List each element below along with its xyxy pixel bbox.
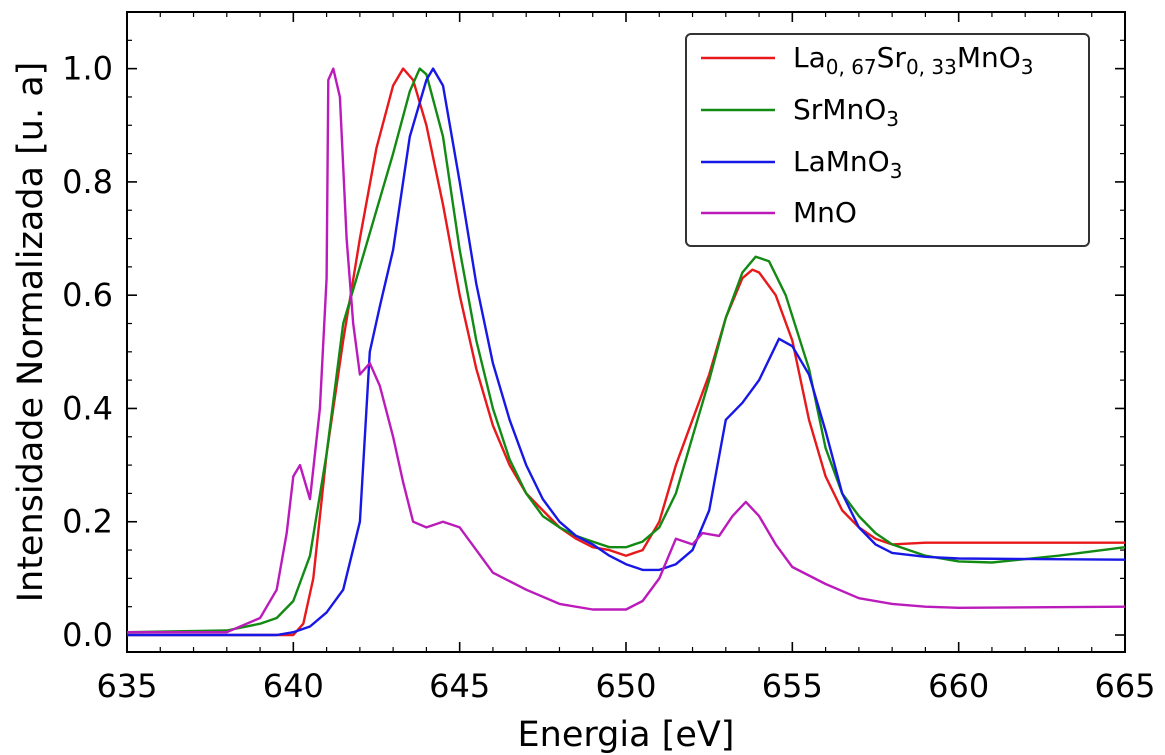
legend-subscript: 3: [886, 107, 899, 131]
y-axis-title: Intensidade Normalizada [u. a]: [11, 62, 51, 603]
y-tick-label: 1.0: [62, 50, 113, 88]
legend-subscript: 3: [890, 159, 903, 183]
legend-label-lsmo: La0, 67Sr0, 33MnO3: [793, 41, 1034, 79]
x-tick-label: 640: [263, 667, 324, 705]
y-tick-label: 0.2: [62, 503, 113, 541]
y-tick-label: 0.8: [62, 163, 113, 201]
y-tick-label: 0.0: [62, 616, 113, 654]
series-line-mno: [127, 67, 1126, 634]
series-lines: [126, 67, 1126, 637]
axis-tick-labels: 635 640 645 650 655 660 665 0.0 0.2 0.4 0.6 0.8 1.0: [62, 50, 1155, 705]
legend-text-part: Sr: [877, 41, 907, 74]
series-line-srmno3: [126, 67, 1126, 634]
x-axis-title: Energia [eV]: [518, 715, 735, 755]
x-tick-label: 660: [928, 667, 989, 705]
legend-text-part: MnO: [957, 41, 1021, 74]
legend-text-part: La: [793, 41, 826, 74]
legend-text-part: LaMnO: [793, 145, 890, 178]
legend-subscript: 0, 33: [906, 55, 957, 79]
legend-subscript: 3: [1021, 55, 1034, 79]
y-tick-label: 0.4: [62, 389, 113, 427]
x-tick-label: 665: [1094, 667, 1155, 705]
legend-label-lamno3: LaMnO3: [793, 145, 902, 183]
x-tick-label: 645: [429, 667, 490, 705]
legend-text-part: MnO: [793, 196, 857, 229]
legend-subscript: 0, 67: [826, 55, 877, 79]
series-line-lamno3: [127, 67, 1126, 637]
legend-label-srmno3: SrMnO3: [793, 93, 899, 131]
legend-label-mno: MnO: [793, 196, 857, 229]
axis-ticks: [126, 12, 1126, 652]
x-tick-label: 650: [595, 667, 656, 705]
legend-box: [685, 33, 1090, 247]
y-tick-label: 0.6: [62, 276, 113, 314]
legend-text-part: SrMnO: [793, 93, 886, 126]
series-line-lsmo: [127, 67, 1125, 637]
x-tick-label: 655: [762, 667, 823, 705]
x-tick-label: 635: [96, 667, 157, 705]
